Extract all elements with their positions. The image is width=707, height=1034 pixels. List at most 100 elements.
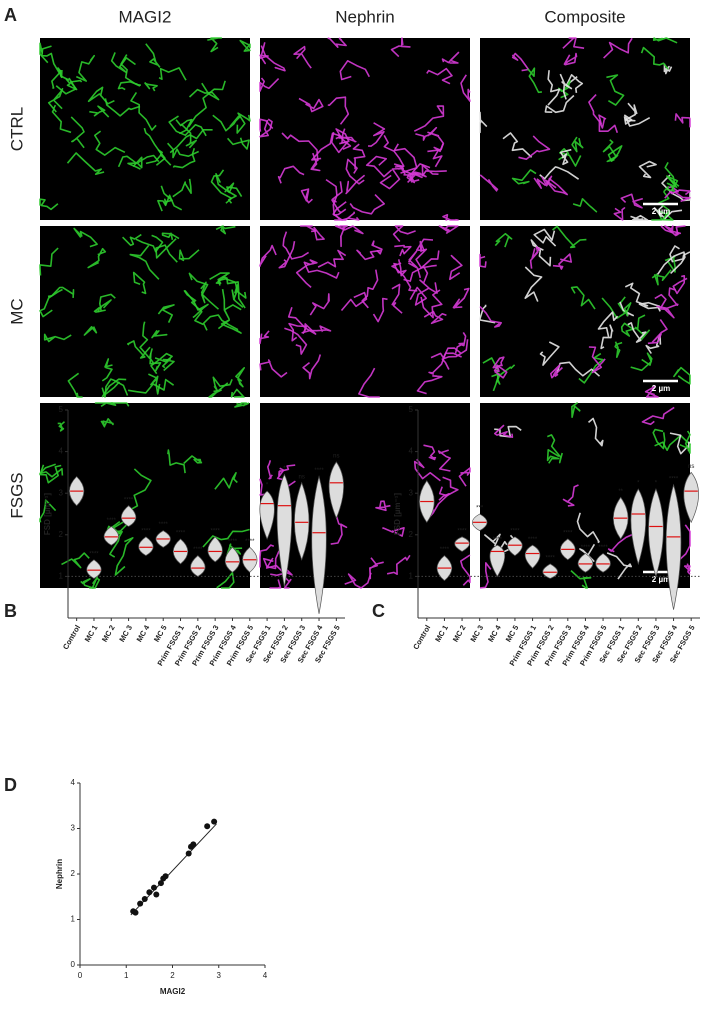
x-tick-label: Control	[61, 623, 82, 651]
structure	[259, 77, 280, 92]
significance: ****	[193, 547, 203, 553]
structure	[269, 579, 282, 589]
structure	[277, 165, 305, 184]
structure	[571, 402, 581, 418]
structure	[70, 116, 85, 149]
significance: ****	[493, 537, 503, 543]
structure	[217, 319, 242, 334]
structure	[47, 88, 64, 113]
significance: ****	[89, 551, 99, 557]
violin	[103, 526, 119, 546]
structure	[494, 424, 514, 438]
micrograph	[480, 38, 690, 220]
structure	[216, 572, 235, 589]
structure	[372, 297, 388, 323]
structure	[361, 269, 379, 309]
column-header: MAGI2	[119, 7, 172, 26]
structure	[188, 80, 226, 128]
structure	[449, 254, 463, 281]
structure	[41, 45, 61, 75]
structure	[386, 554, 411, 575]
structure	[559, 73, 573, 100]
structure	[215, 173, 235, 194]
structure	[493, 364, 508, 379]
structure	[547, 70, 561, 106]
x-tick-label: 0	[78, 971, 83, 980]
structure	[479, 562, 492, 589]
significance: ****	[141, 528, 151, 534]
structure	[101, 378, 127, 398]
structure	[572, 198, 598, 213]
panel-letter: A	[4, 5, 17, 25]
structure	[231, 284, 244, 309]
structure	[390, 37, 411, 58]
structure	[634, 314, 651, 341]
violin	[120, 505, 137, 527]
structure	[43, 333, 72, 343]
structure	[663, 63, 673, 75]
structure	[460, 554, 471, 586]
structure	[300, 188, 313, 204]
structure	[460, 74, 471, 102]
structure	[437, 449, 451, 472]
violin	[454, 536, 470, 552]
structure	[282, 231, 310, 260]
violin	[311, 475, 327, 614]
row-label: MC	[7, 298, 26, 324]
structure	[479, 306, 502, 328]
structure	[442, 214, 459, 221]
structure	[683, 563, 691, 575]
structure	[122, 233, 142, 247]
structure	[666, 177, 680, 192]
structure	[587, 417, 604, 447]
significance: ns	[333, 454, 339, 460]
structure	[259, 118, 273, 138]
structure	[641, 406, 675, 426]
structure	[602, 139, 617, 163]
structure	[313, 226, 325, 241]
point	[204, 823, 211, 830]
structure	[640, 46, 669, 70]
column-header: Composite	[544, 7, 625, 26]
structure	[539, 166, 580, 180]
structure	[87, 86, 115, 105]
structure	[652, 37, 678, 44]
structure	[235, 367, 245, 388]
structure	[420, 289, 443, 319]
structure	[344, 572, 372, 589]
structure	[284, 327, 308, 355]
structure	[570, 570, 592, 589]
y-tick-label: 3	[409, 488, 414, 497]
significance: *	[655, 481, 658, 487]
structure	[288, 322, 308, 342]
structure	[61, 552, 90, 569]
significance: *	[283, 466, 286, 472]
y-tick-label: 5	[409, 405, 414, 414]
structure	[413, 105, 445, 132]
structure	[391, 283, 403, 314]
structure	[150, 352, 173, 375]
point	[211, 818, 218, 825]
structure	[230, 388, 245, 398]
significance: ****	[107, 518, 117, 524]
structure	[87, 247, 107, 269]
structure	[148, 373, 161, 395]
structure	[132, 154, 160, 169]
structure	[180, 123, 197, 149]
structure	[552, 253, 572, 270]
significance: **	[618, 489, 623, 495]
structure	[358, 367, 380, 398]
structure	[259, 118, 274, 132]
y-tick-label: 4	[71, 778, 76, 787]
y-tick-label: 1	[71, 915, 76, 924]
structure	[415, 248, 437, 269]
significance: ns	[299, 474, 305, 480]
structure	[325, 178, 347, 216]
structure	[623, 302, 632, 317]
micrograph	[40, 226, 250, 397]
violin	[190, 555, 206, 577]
structure	[494, 232, 513, 248]
x-tick-label: MC 4	[486, 623, 503, 644]
structure	[259, 544, 275, 568]
structure	[630, 352, 653, 372]
